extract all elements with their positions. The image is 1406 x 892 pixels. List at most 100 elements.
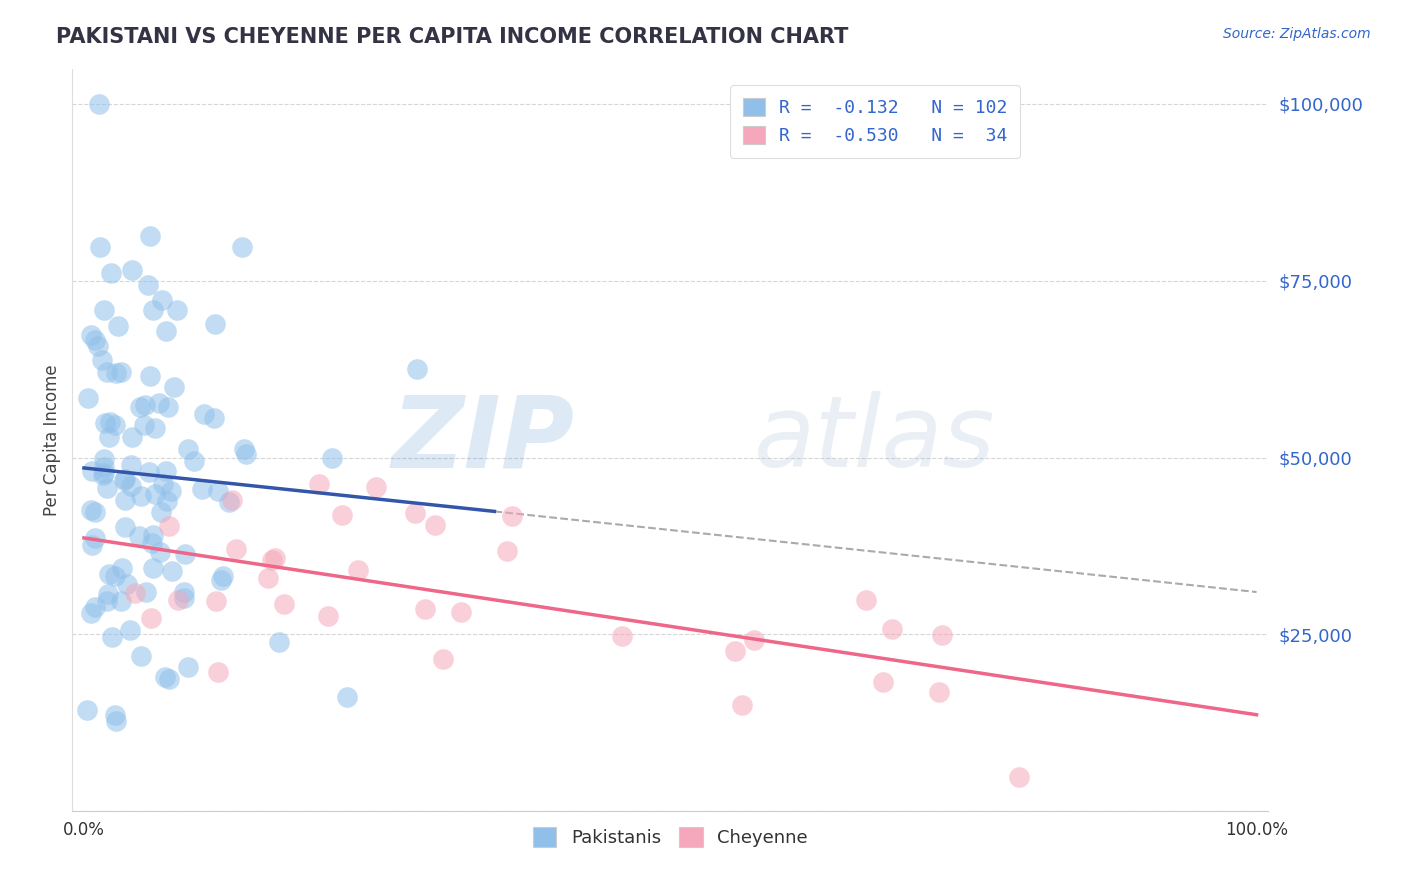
Point	[82, 464, 104, 478]
Point	[101, 630, 124, 644]
Point	[931, 628, 953, 642]
Point	[148, 396, 170, 410]
Point	[156, 494, 179, 508]
Point	[89, 96, 111, 111]
Point	[177, 659, 200, 673]
Point	[84, 333, 107, 347]
Point	[155, 464, 177, 478]
Point	[112, 473, 135, 487]
Point	[80, 327, 103, 342]
Point	[145, 421, 167, 435]
Point	[174, 547, 197, 561]
Point	[260, 553, 283, 567]
Point	[142, 561, 165, 575]
Point	[207, 665, 229, 679]
Point	[153, 670, 176, 684]
Point	[225, 542, 247, 557]
Point	[139, 368, 162, 383]
Point	[110, 594, 132, 608]
Point	[231, 239, 253, 253]
Point	[166, 303, 188, 318]
Point	[83, 599, 105, 614]
Point	[120, 479, 142, 493]
Point	[94, 417, 117, 431]
Text: PAKISTANI VS CHEYENNE PER CAPITA INCOME CORRELATION CHART: PAKISTANI VS CHEYENNE PER CAPITA INCOME …	[56, 27, 849, 46]
Point	[221, 492, 243, 507]
Point	[80, 502, 103, 516]
Point	[167, 593, 190, 607]
Point	[209, 573, 232, 587]
Point	[107, 319, 129, 334]
Point	[173, 585, 195, 599]
Point	[405, 362, 427, 376]
Point	[138, 466, 160, 480]
Text: atlas: atlas	[754, 392, 995, 488]
Point	[316, 609, 339, 624]
Point	[413, 602, 436, 616]
Point	[177, 442, 200, 456]
Point	[173, 591, 195, 605]
Point	[97, 567, 120, 582]
Point	[80, 538, 103, 552]
Point	[87, 339, 110, 353]
Point	[121, 430, 143, 444]
Point	[98, 430, 121, 444]
Point	[273, 597, 295, 611]
Y-axis label: Per Capita Income: Per Capita Income	[44, 364, 60, 516]
Point	[157, 519, 180, 533]
Point	[93, 303, 115, 318]
Point	[610, 629, 633, 643]
Point	[193, 408, 215, 422]
Point	[336, 690, 359, 704]
Point	[159, 484, 181, 499]
Point	[143, 487, 166, 501]
Point	[501, 509, 523, 524]
Point	[93, 467, 115, 482]
Point	[129, 649, 152, 664]
Point	[139, 611, 162, 625]
Point	[321, 451, 343, 466]
Point	[157, 672, 180, 686]
Point	[76, 703, 98, 717]
Point	[124, 586, 146, 600]
Point	[882, 622, 904, 636]
Point	[80, 606, 103, 620]
Point	[104, 569, 127, 583]
Point	[121, 263, 143, 277]
Point	[93, 460, 115, 475]
Point	[364, 480, 387, 494]
Point	[114, 492, 136, 507]
Point	[152, 476, 174, 491]
Point	[76, 392, 98, 406]
Point	[218, 494, 240, 508]
Point	[1008, 770, 1031, 784]
Point	[232, 442, 254, 456]
Point	[104, 417, 127, 432]
Point	[96, 594, 118, 608]
Point	[97, 587, 120, 601]
Point	[135, 585, 157, 599]
Point	[129, 400, 152, 414]
Point	[89, 240, 111, 254]
Point	[84, 531, 107, 545]
Point	[267, 635, 290, 649]
Point	[855, 593, 877, 607]
Point	[404, 506, 426, 520]
Point	[256, 571, 278, 585]
Point	[264, 551, 287, 566]
Point	[139, 228, 162, 243]
Point	[84, 505, 107, 519]
Point	[104, 366, 127, 380]
Point	[742, 632, 765, 647]
Point	[104, 708, 127, 723]
Point	[142, 303, 165, 318]
Point	[183, 454, 205, 468]
Point	[872, 675, 894, 690]
Point	[114, 472, 136, 486]
Point	[207, 483, 229, 498]
Point	[110, 364, 132, 378]
Point	[142, 527, 165, 541]
Text: Source: ZipAtlas.com: Source: ZipAtlas.com	[1223, 27, 1371, 41]
Point	[134, 417, 156, 432]
Point	[114, 520, 136, 534]
